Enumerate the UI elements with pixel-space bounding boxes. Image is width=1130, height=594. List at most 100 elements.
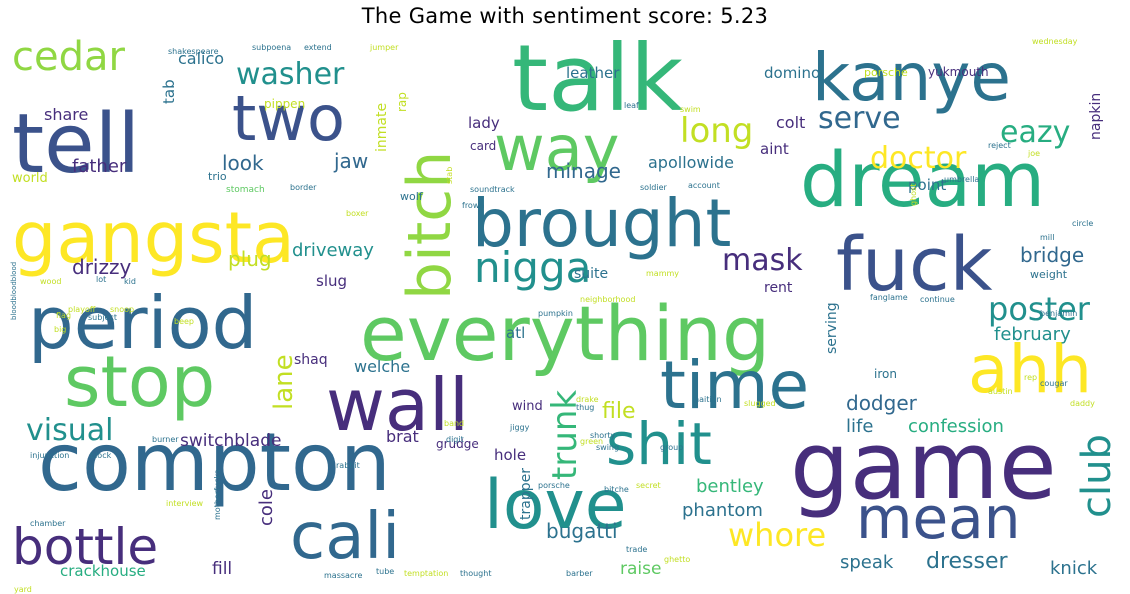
cloud-word: injunction [30,451,69,460]
cloud-word: washer [236,57,345,92]
cloud-word: yukmouth [928,65,989,79]
cloud-word: calico [178,49,224,68]
cloud-word: tube [376,567,394,576]
cloud-word: point [908,176,946,194]
cloud-word: brought [472,185,731,262]
cloud-word: inmate [374,103,390,152]
cloud-word: serving [824,302,840,354]
cloud-word: leaf [624,101,639,110]
cloud-word: barber [566,569,593,578]
cloud-word: atl [506,324,525,342]
cloud-word: confession [908,416,1004,437]
cloud-word: mammy [646,269,679,278]
cloud-word: fanglame [870,293,908,302]
cloud-word: phantom [682,500,763,521]
cloud-word: rep [1024,373,1037,382]
cloud-word: gangsta [12,197,295,279]
cloud-word: circle [1072,219,1093,228]
cloud-word: big [54,325,66,334]
cloud-word: mean [856,484,1020,552]
cloud-word: thug [576,403,594,412]
cloud-word: boxer [346,209,369,218]
cloud-word: group [660,443,683,452]
cloud-word: austin [988,387,1013,396]
cloud-word: flag [56,311,71,320]
cloud-word: chamber [30,519,66,528]
cloud-word: trunk [545,390,585,480]
cloud-word: haitian [694,395,722,404]
cloud-word: raise [620,559,661,579]
cloud-word: bridge [1020,243,1084,267]
cloud-word: whore [728,516,826,554]
cloud-word: mask [722,243,803,278]
cloud-word: cali [290,500,400,574]
cloud-word: kanye [812,39,1011,116]
cloud-word: tell [12,97,140,192]
cloud-word: ahh [968,331,1092,408]
cloud-word: bentley [696,476,764,497]
cloud-word: visual [26,413,113,448]
cloud-word: stab [445,167,454,184]
cloud-word: domino [764,64,820,82]
cloud-word: frown [462,201,484,210]
cloud-word: benjamin [1040,309,1077,318]
cloud-word: knick [1050,558,1098,579]
cloud-word: two [232,82,345,155]
cloud-word: wolf [400,190,424,203]
cloud-word: motherfucka [213,469,222,520]
cloud-word: bloodbloodblood [10,262,18,320]
cloud-word: shakespeare [168,47,219,56]
cloud-word: lady [468,114,500,132]
cloud-word: pumpkin [538,309,573,318]
cloud-word: crackhouse [60,562,146,580]
cloud-word: umbrella [944,175,979,184]
cloud-word: kid [124,277,136,286]
cloud-word: wall [326,363,469,447]
cloud-word: dream [800,135,1045,224]
cloud-word: driveway [292,240,374,261]
cloud-word: subpoena [252,43,291,52]
cloud-word: temptation [404,569,448,578]
cloud-word: ghost [909,184,918,206]
cloud-word: continue [920,295,955,304]
cloud-word: stop [64,341,215,423]
cloud-word: yard [14,585,32,594]
cloud-word: card [470,139,496,153]
cloud-word: snoop [110,305,134,314]
cloud-word: stomach [226,185,265,195]
cloud-word: block [90,451,112,460]
cloud-word: trio [208,170,227,183]
cloud-word: secret [636,481,661,490]
cloud-word: burner [152,435,179,444]
cloud-word: minage [546,159,621,183]
cloud-word: cougar [1040,379,1068,388]
cloud-word: serve [818,101,901,136]
cloud-word: massacre [324,571,362,580]
cloud-word: daddy [1070,399,1095,408]
cloud-word: tab [160,79,178,104]
cloud-word: aint [760,140,789,158]
cloud-word: iron [874,367,897,381]
cloud-word: plug [228,247,272,271]
cloud-word: swing [596,443,619,452]
cloud-word: drizzy [72,255,131,279]
word-cloud: talk kanye tell two way dream gangsta bitch brou… [10,30,1120,594]
cloud-word: jumper [369,43,399,52]
cloud-word: shaq [294,352,328,368]
cloud-word: rap [395,92,409,112]
cloud-word: lot [96,275,106,284]
cloud-word: brat [386,427,419,446]
cloud-word: beep [174,317,194,326]
cloud-word: bitch [395,151,465,300]
cloud-word: jaw [333,149,368,173]
cloud-word: look [222,151,264,175]
cloud-word: february [994,324,1071,345]
cloud-word: game [790,412,1057,521]
cloud-word: everything [360,289,770,378]
cloud-word: trapper [518,468,534,520]
cloud-word: wind [512,399,543,414]
cloud-word: file [602,399,636,424]
cloud-word: hole [494,446,526,464]
cloud-word: extend [304,43,332,52]
cloud-word: swim [680,105,701,114]
